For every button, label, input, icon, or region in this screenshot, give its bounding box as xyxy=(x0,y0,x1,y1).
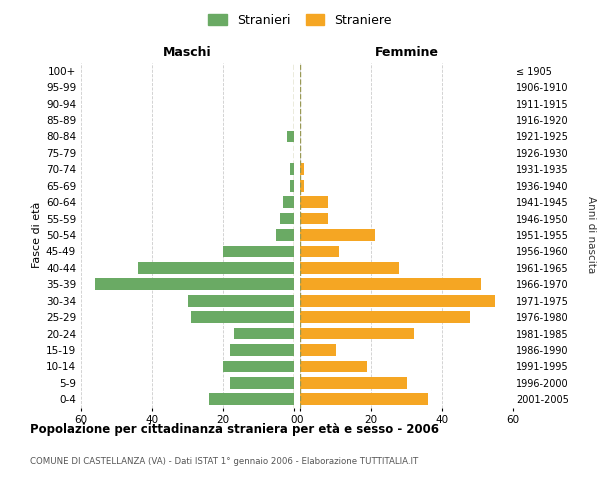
Bar xyxy=(300,229,374,241)
Text: COMUNE DI CASTELLANZA (VA) - Dati ISTAT 1° gennaio 2006 - Elaborazione TUTTITALI: COMUNE DI CASTELLANZA (VA) - Dati ISTAT … xyxy=(30,458,418,466)
Bar xyxy=(287,130,294,142)
Bar xyxy=(276,229,294,241)
Bar xyxy=(300,344,335,356)
Bar xyxy=(223,246,294,258)
Bar xyxy=(300,360,367,372)
Bar xyxy=(191,311,294,323)
Bar xyxy=(283,196,294,208)
Bar xyxy=(300,164,304,175)
Text: Anni di nascita: Anni di nascita xyxy=(586,196,596,274)
Bar xyxy=(290,180,294,192)
Legend: Stranieri, Straniere: Stranieri, Straniere xyxy=(203,8,397,32)
Bar xyxy=(300,328,413,340)
Bar xyxy=(300,311,470,323)
Bar xyxy=(300,295,495,306)
Title: Maschi: Maschi xyxy=(163,46,212,59)
Bar xyxy=(280,212,294,224)
Bar xyxy=(300,180,304,192)
Bar xyxy=(230,377,294,389)
Bar xyxy=(300,196,328,208)
Bar xyxy=(187,295,294,306)
Bar xyxy=(290,164,294,175)
Title: Femmine: Femmine xyxy=(374,46,439,59)
Bar xyxy=(230,344,294,356)
Bar xyxy=(300,278,481,290)
Bar xyxy=(138,262,294,274)
Bar xyxy=(209,394,294,405)
Bar xyxy=(300,262,400,274)
Bar xyxy=(300,394,428,405)
Bar xyxy=(300,246,339,258)
Bar xyxy=(300,212,328,224)
Bar xyxy=(223,360,294,372)
Bar xyxy=(95,278,294,290)
Bar xyxy=(300,377,407,389)
Y-axis label: Fasce di età: Fasce di età xyxy=(32,202,42,268)
Text: Popolazione per cittadinanza straniera per età e sesso - 2006: Popolazione per cittadinanza straniera p… xyxy=(30,422,439,436)
Bar xyxy=(233,328,294,340)
